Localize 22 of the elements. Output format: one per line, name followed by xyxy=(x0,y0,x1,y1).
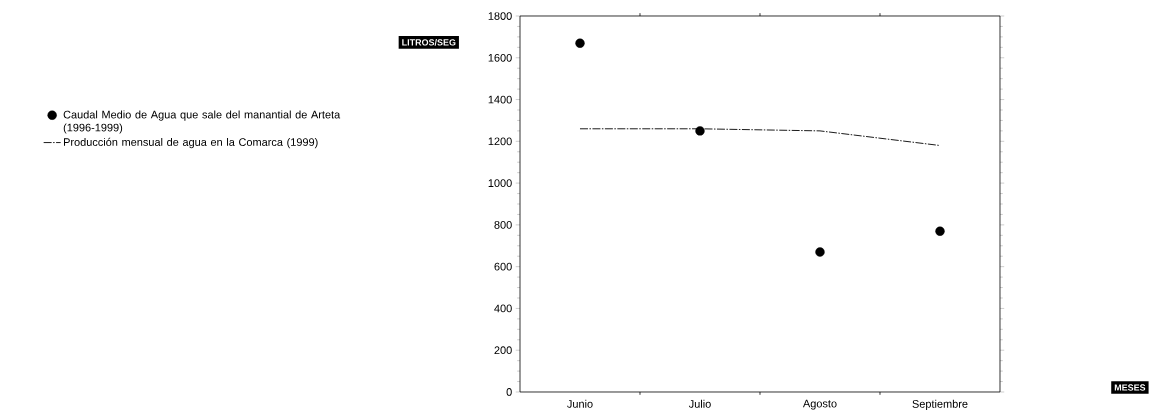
y-tick-label: 200 xyxy=(494,346,512,354)
point xyxy=(575,38,585,48)
legend-label: Caudal Medio de Agua que sale del manantial de Arteta (1996-1999) xyxy=(63,110,341,134)
y-tick-label: 800 xyxy=(494,220,512,229)
x-tick-label: Julio xyxy=(688,399,711,408)
x-tick-label: Agosto xyxy=(802,399,837,410)
y-tick-label: 1800 xyxy=(488,11,512,20)
text: MESES xyxy=(1114,384,1146,391)
legend-label: Producción mensual de agua en la Comarca (1999) xyxy=(64,137,318,148)
y-tick-label: 1600 xyxy=(488,53,512,62)
y-tick-label: 400 xyxy=(494,304,512,313)
y-tick-label: 0 xyxy=(506,387,512,396)
x-tick-label: Junio xyxy=(567,399,593,408)
x-tick-label: Septiembre xyxy=(912,399,968,410)
point xyxy=(815,247,825,257)
y-tick-label: 1000 xyxy=(488,179,512,187)
point xyxy=(695,126,705,136)
y-axis-title: LITROS/SEG xyxy=(402,38,456,46)
point xyxy=(935,226,945,236)
y-tick-label: 600 xyxy=(494,262,512,271)
y-tick-label: 1400 xyxy=(488,95,512,104)
y-tick-label: 1200 xyxy=(488,137,512,146)
